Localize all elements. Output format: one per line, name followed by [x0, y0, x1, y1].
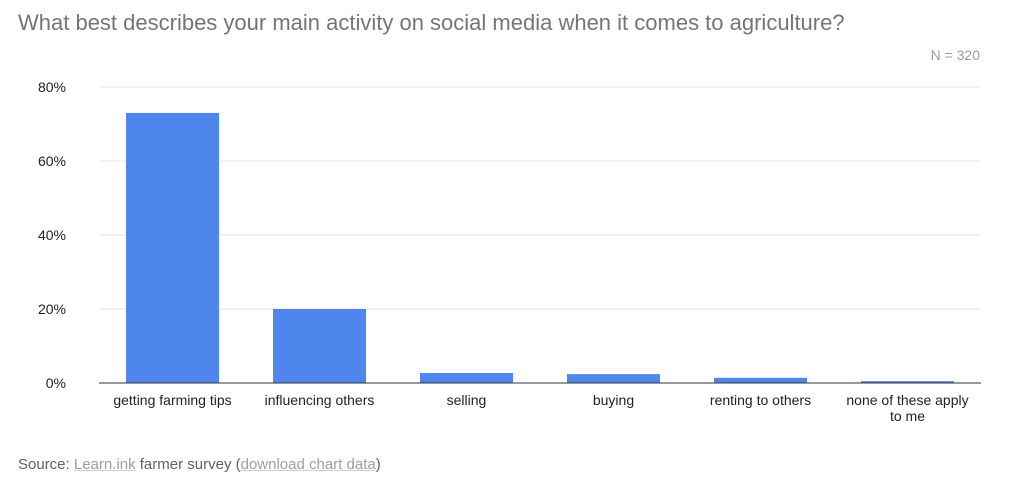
sample-size-label: N = 320 — [930, 47, 980, 63]
download-chart-data-link[interactable]: download chart data — [240, 456, 376, 473]
x-axis-ticks: getting farming tips influencing others se… — [113, 392, 968, 424]
x-tick-label: renting to others — [710, 392, 811, 408]
source-footer: Source: Learn.ink farmer survey (downloa… — [18, 456, 381, 473]
x-tick-label: influencing others — [265, 392, 375, 408]
y-tick-label: 60% — [38, 153, 66, 169]
bar-chart: 0% 20% 40% 60% 80% getting farming tips influ… — [38, 79, 981, 424]
y-tick-label: 20% — [38, 301, 66, 317]
bar — [420, 373, 513, 383]
bar — [273, 309, 366, 383]
chart-title: What best describes your main activity o… — [18, 10, 845, 35]
source-suffix: ) — [375, 456, 381, 473]
gridlines — [99, 86, 981, 310]
y-axis-ticks: 0% 20% 40% 60% 80% — [38, 79, 66, 391]
bar — [861, 381, 954, 383]
learn-ink-link[interactable]: Learn.ink — [73, 456, 136, 473]
x-tick-label: buying — [593, 392, 634, 408]
y-tick-label: 40% — [38, 227, 66, 243]
bar — [567, 374, 660, 383]
x-tick-label: getting farming tips — [113, 392, 231, 408]
bar — [714, 377, 807, 383]
y-tick-label: 0% — [46, 375, 66, 391]
bar — [126, 112, 219, 384]
source-middle: farmer survey ( — [135, 456, 241, 473]
source-prefix: Source: — [18, 456, 74, 473]
x-tick-label: selling — [447, 392, 487, 408]
y-tick-label: 80% — [38, 79, 66, 95]
bars — [126, 112, 954, 384]
x-tick-label: none of these apply to me — [846, 392, 968, 424]
